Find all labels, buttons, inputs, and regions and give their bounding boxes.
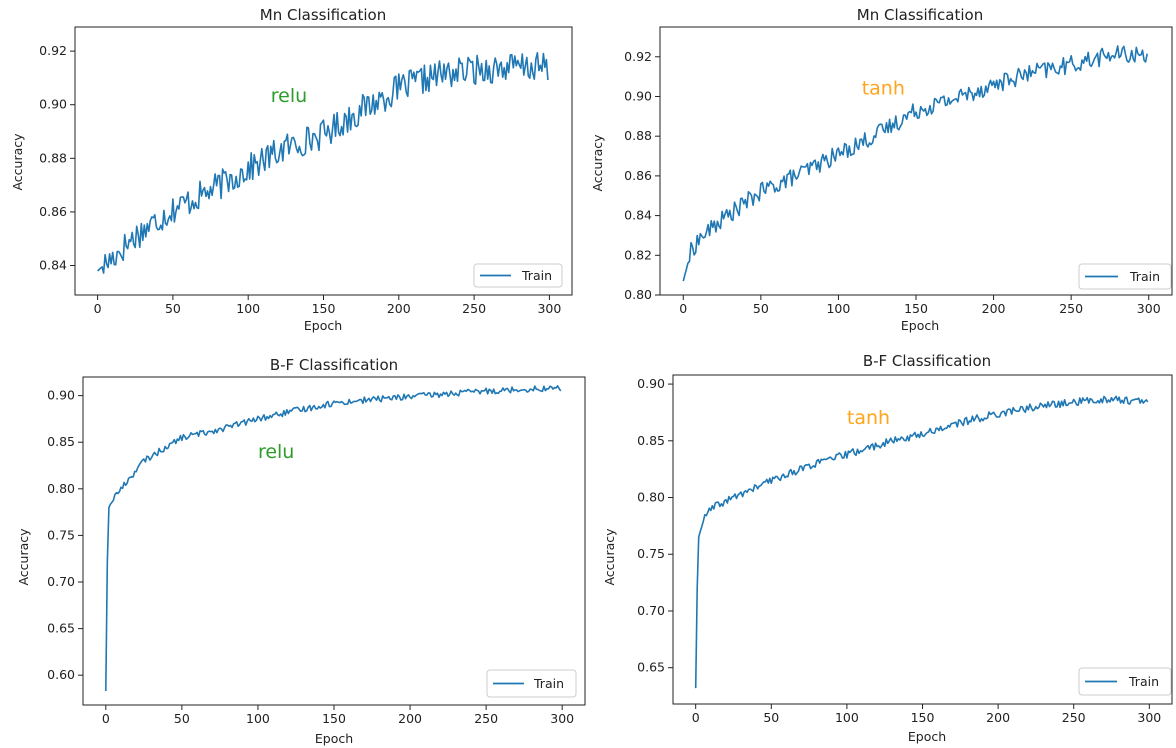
y-tick-label: 0.75 — [47, 527, 75, 542]
x-tick-label: 50 — [763, 710, 779, 725]
x-tick-label: 250 — [474, 711, 498, 726]
plot-frame — [672, 374, 1173, 705]
plot-area: 0 50 100 150 200 250 300 0.80 0.82 0.84 0.86 0.88 0.… — [624, 26, 1173, 316]
x-tick-label: 0 — [692, 710, 700, 725]
y-tick-label: 0.92 — [39, 43, 67, 58]
plot-area: 0 50 100 150 200 250 300 0.65 0.70 0.75 0.80 0.85 0.… — [637, 374, 1173, 725]
y-tick-label: 0.82 — [624, 247, 652, 262]
chart-mn-tanh: 0 50 100 150 200 250 300 0.80 0.82 0.84 0.86 0.88 0.… — [590, 6, 1173, 333]
x-tick-label: 250 — [1062, 710, 1086, 725]
y-tick-label: 0.88 — [624, 128, 652, 143]
series-line-train — [694, 395, 1149, 689]
x-axis-label: Epoch — [304, 318, 342, 333]
y-tick-label: 0.90 — [47, 388, 75, 403]
x-tick-label: 200 — [986, 710, 1010, 725]
annotation-relu: relu — [258, 441, 294, 463]
legend: Train — [1078, 667, 1172, 696]
y-axis-label: Accuracy — [590, 134, 605, 192]
legend-box — [1078, 263, 1172, 290]
legend: Train — [486, 669, 577, 698]
plot-frame — [659, 26, 1173, 296]
x-tick-label: 300 — [1137, 710, 1161, 725]
x-tick-label: 200 — [398, 711, 422, 726]
legend-label: Train — [1129, 269, 1160, 284]
y-tick-label: 0.70 — [47, 574, 75, 589]
annotation-tanh: tanh — [847, 407, 890, 429]
series-line-train — [97, 51, 549, 274]
legend: Train — [1078, 263, 1172, 290]
plot-area: 0 50 100 150 200 250 300 0.60 0.65 0.70 0.75 0.80 0.… — [47, 376, 586, 726]
y-tick-label: 0.85 — [47, 434, 75, 449]
y-tick-label: 0.80 — [47, 481, 75, 496]
x-tick-label: 250 — [1059, 301, 1083, 316]
x-tick-label: 300 — [1137, 301, 1161, 316]
y-tick-label: 0.88 — [39, 150, 67, 165]
y-tick-label: 0.84 — [624, 208, 652, 223]
x-tick-label: 100 — [835, 710, 859, 725]
y-tick-label: 0.90 — [39, 97, 67, 112]
x-tick-label: 50 — [753, 301, 769, 316]
chart-mn-relu: 0 50 100 150 200 250 300 0.84 0.86 0.88 0.90 0.92 M… — [10, 6, 573, 333]
series-line-train — [682, 45, 1148, 282]
x-tick-label: 0 — [679, 301, 687, 316]
y-tick-label: 0.85 — [637, 433, 665, 448]
y-axis-label: Accuracy — [16, 528, 31, 586]
x-tick-label: 150 — [322, 711, 346, 726]
legend-box — [1078, 667, 1172, 696]
x-tick-label: 150 — [911, 710, 935, 725]
legend-box — [486, 669, 577, 698]
x-tick-label: 200 — [387, 301, 411, 316]
chart-title: B-F Classification — [863, 352, 991, 370]
x-axis-label: Epoch — [315, 731, 353, 746]
chart-title: Mn Classification — [857, 6, 983, 24]
x-tick-label: 0 — [102, 711, 110, 726]
y-tick-label: 0.80 — [624, 287, 652, 302]
x-tick-label: 50 — [174, 711, 190, 726]
annotation-tanh: tanh — [862, 77, 905, 99]
chart-bf-relu: 0 50 100 150 200 250 300 0.60 0.65 0.70 0.75 0.80 0.… — [16, 356, 586, 746]
annotation-relu: relu — [271, 85, 307, 107]
y-tick-label: 0.90 — [637, 376, 665, 391]
chart-title: B-F Classification — [270, 356, 398, 374]
legend: Train — [473, 263, 563, 288]
x-tick-label: 100 — [236, 301, 260, 316]
y-tick-label: 0.65 — [637, 660, 665, 675]
x-tick-label: 150 — [312, 301, 336, 316]
x-tick-label: 50 — [165, 301, 181, 316]
y-tick-label: 0.92 — [624, 49, 652, 64]
x-tick-label: 100 — [246, 711, 270, 726]
legend-box — [473, 263, 563, 288]
x-tick-label: 100 — [826, 301, 850, 316]
legend-label: Train — [533, 676, 564, 691]
x-tick-label: 150 — [904, 301, 928, 316]
series-line-train — [105, 385, 562, 692]
y-tick-label: 0.75 — [637, 546, 665, 561]
x-tick-label: 300 — [537, 301, 561, 316]
y-tick-label: 0.86 — [39, 204, 67, 219]
y-tick-label: 0.60 — [47, 667, 75, 682]
legend-label: Train — [1128, 674, 1159, 689]
y-tick-label: 0.90 — [624, 88, 652, 103]
x-tick-label: 250 — [462, 301, 486, 316]
x-tick-label: 300 — [550, 711, 574, 726]
legend-label: Train — [521, 268, 552, 283]
y-tick-label: 0.70 — [637, 603, 665, 618]
plot-area: 0 50 100 150 200 250 300 0.84 0.86 0.88 0.90 0.92 — [39, 26, 573, 316]
y-axis-label: Accuracy — [602, 528, 617, 586]
y-tick-label: 0.80 — [637, 490, 665, 505]
y-axis-label: Accuracy — [10, 133, 25, 191]
y-tick-label: 0.84 — [39, 258, 67, 273]
y-tick-label: 0.65 — [47, 621, 75, 636]
chart-title: Mn Classification — [260, 6, 386, 24]
x-axis-label: Epoch — [908, 729, 946, 744]
chart-bf-tanh: 0 50 100 150 200 250 300 0.65 0.70 0.75 0.80 0.85 0.… — [602, 352, 1173, 744]
plot-frame — [82, 376, 586, 706]
x-tick-label: 200 — [982, 301, 1006, 316]
y-tick-label: 0.86 — [624, 168, 652, 183]
x-tick-label: 0 — [94, 301, 102, 316]
x-axis-label: Epoch — [901, 318, 939, 333]
